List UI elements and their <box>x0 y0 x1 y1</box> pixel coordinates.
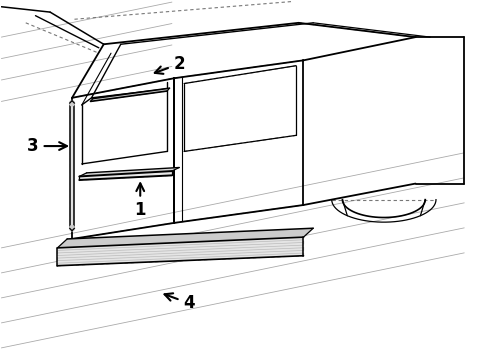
Ellipse shape <box>70 226 74 231</box>
Text: 3: 3 <box>27 137 67 155</box>
Polygon shape <box>79 171 172 180</box>
Polygon shape <box>79 167 179 176</box>
Polygon shape <box>57 228 313 248</box>
Text: 1: 1 <box>134 183 146 219</box>
Polygon shape <box>57 237 303 266</box>
Polygon shape <box>91 88 170 102</box>
Polygon shape <box>70 103 74 228</box>
Text: 2: 2 <box>155 55 185 74</box>
Text: 4: 4 <box>165 293 195 312</box>
Ellipse shape <box>70 100 74 106</box>
